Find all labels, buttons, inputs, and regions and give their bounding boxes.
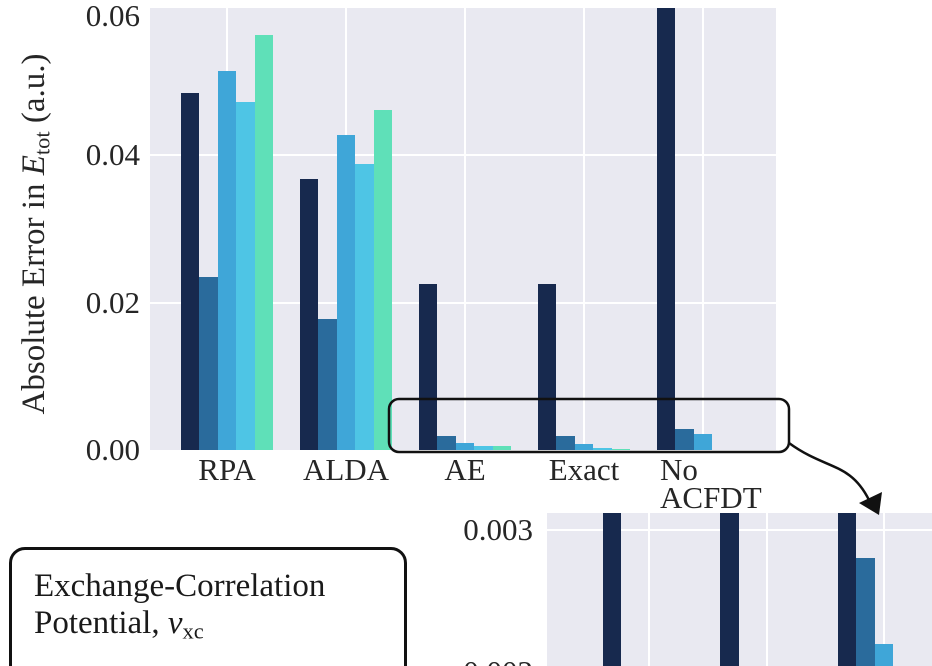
bar-steel-blue-alda [318,318,337,450]
main-plot-area [150,8,776,450]
y-tick-label: 0.06 [85,0,140,33]
legend-text: Exchange-Correlation [34,568,326,604]
inset-y-tick-label: 0.002 [440,656,533,666]
bar-blue-rpa [217,70,237,450]
bar-steel-blue-exact [556,436,575,450]
arrowhead-icon [859,492,882,515]
gridline-horizontal [150,301,776,304]
inset-gridline-vertical [883,513,885,666]
bar-cyan-exact [593,447,612,450]
gridline-vertical [702,8,704,450]
inset-gridline-horizontal [547,529,932,531]
inset-gridline-vertical [648,513,650,666]
gridline-vertical [583,8,585,450]
bar-cyan-rpa [236,101,255,450]
x-tick-label-exact: Exact [548,452,620,487]
bar-mint-ae [492,446,512,450]
zoom-callout-arrow [788,441,871,501]
bar-navy-exact [537,284,557,450]
y-tick-label: 0.02 [85,284,140,320]
legend-variable-subscript: xc [182,618,204,644]
inset-y-tick-label: 0.003 [463,512,533,547]
x-tick-label-rpa: RPA [198,452,256,487]
bar-steel-blue-ae [437,436,456,450]
inset-bar-navy-no-acfdt [837,513,857,666]
y-axis-label-text: Absolute Error in [16,175,52,415]
inset-bar-blue-no-acfdt [874,643,894,666]
gridline-horizontal [150,154,776,157]
legend-line-1: Exchange-Correlation [34,568,404,605]
bar-steel-blue-no-acfdt [675,429,694,450]
inset-bar-navy-ae [602,513,622,666]
bar-blue-ae [455,443,475,450]
inset-bar-navy-exact [720,513,739,666]
bar-navy-no-acfdt [656,8,676,450]
legend-box: Exchange-Correlation Potential, vxc [9,547,407,666]
bar-navy-ae [418,284,438,450]
legend-variable: v [167,605,183,641]
legend-line-2: Potential, vxc [34,605,404,650]
y-axis-label-variable: E [16,155,52,176]
bar-steel-blue-rpa [199,276,218,450]
bar-mint-rpa [254,35,274,450]
bar-navy-alda [299,178,319,450]
y-axis-label-subscript: tot [29,131,55,156]
inset-gridline-vertical [765,513,768,666]
legend-text-2: Potential, [34,605,168,641]
inset-bar-steel-blue-no-acfdt [856,558,875,666]
x-tick-label-alda: ALDA [302,452,390,487]
bar-mint-exact [611,448,631,450]
y-tick-label: 0.00 [85,432,140,467]
bar-blue-alda [336,134,356,450]
x-tick-label-no: No ACFDT [660,452,762,515]
y-tick-label: 0.04 [85,137,140,173]
gridline-vertical [464,8,466,450]
bar-navy-rpa [180,92,200,450]
bar-cyan-alda [355,164,374,450]
y-axis-label-units: (a.u.) [16,53,52,132]
bar-cyan-ae [474,445,493,450]
x-tick-label-ae: AE [444,452,486,487]
inset-plot-area [547,513,932,666]
y-axis-label: Absolute Error in Etot (a.u.) [12,4,56,464]
bar-blue-no-acfdt [693,433,713,450]
bar-blue-exact [574,444,594,450]
bar-mint-alda [373,109,393,450]
